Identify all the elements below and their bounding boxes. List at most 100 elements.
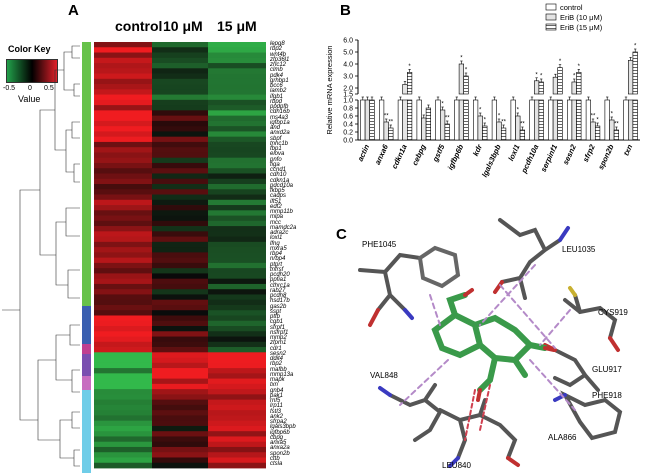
polar-contacts xyxy=(464,384,491,441)
heatmap-cell xyxy=(94,425,152,432)
heatmap-cell xyxy=(208,446,266,453)
heatmap-cell xyxy=(208,352,266,358)
heatmap-cell xyxy=(152,268,208,274)
heatmap-cell xyxy=(208,173,266,180)
heatmap-cell xyxy=(208,120,266,127)
heatmap-cell xyxy=(152,425,208,432)
heatmap-cell xyxy=(94,289,152,295)
bar xyxy=(421,117,427,141)
heatmap-cell xyxy=(208,52,266,59)
bar xyxy=(477,115,483,141)
residue-label-glu917: GLU917 xyxy=(592,365,622,374)
heatmap-cell xyxy=(208,383,266,390)
heatmap-cell xyxy=(94,304,152,311)
heatmap-cell xyxy=(208,431,266,437)
heatmap-cell xyxy=(94,441,152,448)
heatmap-cell xyxy=(94,89,152,95)
heatmap-cell xyxy=(152,294,208,301)
gene-label: igfbp6b xyxy=(270,429,290,436)
bar xyxy=(482,125,488,141)
gene-label: bcc6 xyxy=(270,83,283,89)
heatmap-cell xyxy=(94,378,152,385)
bar xyxy=(364,99,370,141)
bar xyxy=(397,99,403,141)
heatmap-cell xyxy=(208,199,266,206)
gene-label: zfp36l1 xyxy=(270,56,290,63)
heatmap-cell xyxy=(152,241,208,248)
bar xyxy=(458,63,465,95)
gene-label: mafbb xyxy=(270,366,287,373)
gene-label: mmp13a xyxy=(270,371,294,378)
gene-label: sbpf xyxy=(270,135,282,142)
gene-label: lrp11 xyxy=(270,403,283,410)
heatmap-cell xyxy=(94,84,152,90)
heatmap-cell xyxy=(208,373,266,379)
heatmap-cell xyxy=(208,389,266,395)
x-tick-label: sesn2 xyxy=(561,142,578,166)
heatmap-cell xyxy=(152,189,208,195)
heatmap-cell xyxy=(208,262,266,269)
heatmap-cell xyxy=(152,389,208,395)
gene-label: rbp2 xyxy=(270,361,283,368)
gene-label: ifgb1 xyxy=(270,93,284,100)
gene-label: nrbp4 xyxy=(270,256,286,263)
heatmap-cells xyxy=(94,42,266,469)
heatmap-cell xyxy=(152,194,208,201)
heatmap-cell xyxy=(94,310,152,316)
heatmap-cell xyxy=(94,78,152,85)
significance-marker: * xyxy=(408,64,411,70)
y-tick-label: 0.4 xyxy=(343,122,353,129)
bar xyxy=(425,107,431,141)
gene-label: mmp11b xyxy=(270,209,293,215)
heatmap-cell xyxy=(152,68,208,74)
heatmap-cell xyxy=(208,326,266,332)
gene-label: anxd2a xyxy=(270,130,290,137)
gene-label: cdh16b xyxy=(270,109,290,116)
heatmap-cell xyxy=(208,368,266,374)
significance-marker: * xyxy=(460,56,463,62)
bar xyxy=(548,99,554,141)
heatmap-cell xyxy=(94,283,152,290)
bar xyxy=(538,99,544,141)
heatmap-cell xyxy=(208,452,266,458)
gene-label: spon2b xyxy=(270,450,290,457)
gene-label: ptprt xyxy=(270,261,283,268)
heatmap-cell xyxy=(152,57,208,64)
y-tick-label: 2.0 xyxy=(343,86,353,93)
gene-label: mamdc2a xyxy=(270,224,297,231)
gene-label: cgb1 xyxy=(270,319,284,326)
residue-label-phe1045: PHE1045 xyxy=(362,240,397,249)
heatmap-cell xyxy=(208,420,266,427)
bar-chart: 6.0 5.0 4.0 3.0 2.01.51.00.80.60.40.20.0 Rela… xyxy=(325,3,640,179)
bar xyxy=(529,99,535,141)
heatmap-cell xyxy=(208,462,266,469)
heatmap-cell xyxy=(152,441,208,448)
gene-label: rbp4 xyxy=(270,251,283,257)
heatmap-cell xyxy=(152,394,208,401)
bar xyxy=(402,84,408,95)
heatmap-cell xyxy=(208,47,266,53)
significance-marker: ** xyxy=(614,122,619,128)
x-tick-label: loxl1 xyxy=(506,143,521,162)
heatmap-cell xyxy=(94,278,152,285)
heatmap-cell xyxy=(94,42,152,48)
heatmap-cell xyxy=(94,394,152,401)
heatmap-cell xyxy=(94,399,152,406)
heatmap-cell xyxy=(152,257,208,264)
significance-marker: * xyxy=(611,112,614,118)
heatmap-cell xyxy=(208,184,266,190)
heatmap-cell xyxy=(152,373,208,379)
heatmap-cell xyxy=(208,73,266,80)
heatmap-cell xyxy=(152,326,208,332)
heatmap-cell xyxy=(94,110,152,117)
heatmap-cell xyxy=(94,457,152,464)
bar xyxy=(519,129,526,141)
residue-cys919 xyxy=(563,286,620,352)
residue-label-ala866: ALA866 xyxy=(548,433,577,442)
heatmap-cell xyxy=(208,57,266,64)
significance-marker: * xyxy=(484,118,487,124)
heatmap-cell xyxy=(94,373,152,379)
heatmap-cell xyxy=(152,431,208,437)
heatmap-cell xyxy=(152,236,208,243)
bar xyxy=(501,127,507,141)
